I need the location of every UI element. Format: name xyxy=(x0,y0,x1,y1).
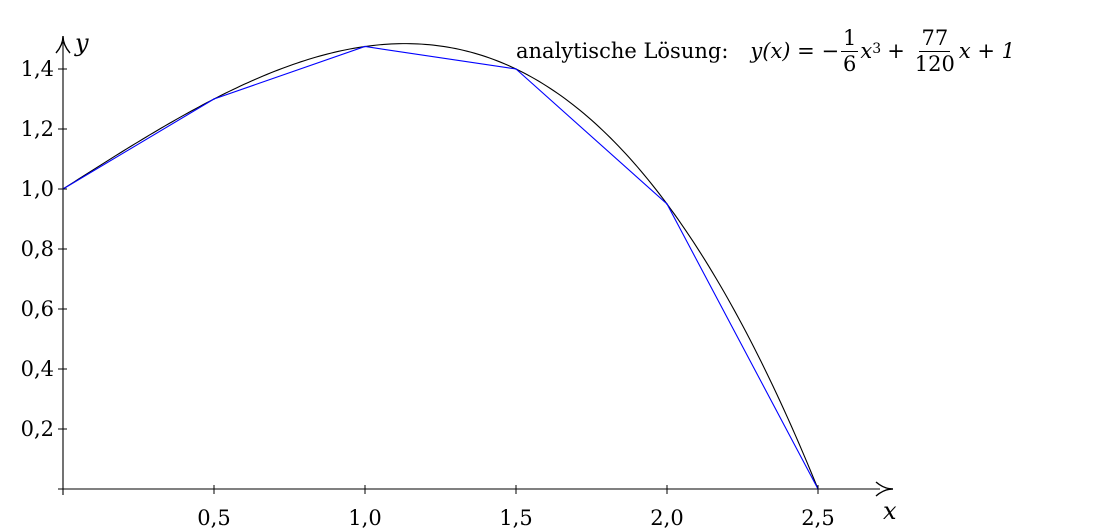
y-axis-arrow xyxy=(55,35,71,54)
y-axis-label: y xyxy=(74,29,89,57)
ticks: 0,5 1,0 1,5 2,0 2,5 0,2 0,4 0,6 0,8 1,0 1,2 1,4 xyxy=(21,57,835,530)
fraction-2-numerator: 77 xyxy=(919,25,951,52)
numerical-point-2 xyxy=(364,45,366,48)
x-tick-label-0: 0,5 xyxy=(197,506,230,530)
formula-lhs: y(x) = − xyxy=(750,39,840,63)
fraction-1-denominator: 6 xyxy=(843,51,857,76)
series-group xyxy=(62,43,819,490)
y-tick-label-2: 0,6 xyxy=(21,297,54,321)
y-tick-label-6: 1,4 xyxy=(21,57,54,81)
fraction-1-numerator: 1 xyxy=(841,25,859,52)
formula-variable: x xyxy=(860,39,873,63)
analytic-solution-curve xyxy=(62,43,819,490)
y-tick-label-5: 1,2 xyxy=(21,117,54,141)
numerical-point-1 xyxy=(213,98,215,100)
numerical-solution-polyline xyxy=(62,45,819,490)
x-tick-label-4: 2,5 xyxy=(801,506,834,530)
x-axis-label: x xyxy=(883,497,897,525)
formula-exponent: 3 xyxy=(872,41,882,57)
y-tick-label-4: 1,0 xyxy=(21,177,54,201)
formula-fraction-2: 77 120 xyxy=(913,25,957,76)
annotation-label: analytische Lösung: xyxy=(516,39,729,63)
y-tick-label-0: 0,2 xyxy=(21,417,54,441)
fraction-2-denominator: 120 xyxy=(914,51,955,76)
formula-fraction-1: 1 6 xyxy=(841,25,859,76)
x-tick-label-2: 1,5 xyxy=(499,506,532,530)
numerical-point-3 xyxy=(515,68,517,70)
formula-plus: + xyxy=(887,39,905,63)
numerical-point-4 xyxy=(666,203,668,205)
x-tick-label-3: 2,0 xyxy=(650,506,683,530)
y-tick-label-3: 0,8 xyxy=(21,237,54,261)
x-tick-label-1: 1,0 xyxy=(348,506,381,530)
x-axis-arrow xyxy=(875,481,894,497)
formula-tail: x + 1 xyxy=(958,39,1016,63)
y-tick-label-1: 0,4 xyxy=(21,357,54,381)
axes: xy xyxy=(55,29,897,525)
